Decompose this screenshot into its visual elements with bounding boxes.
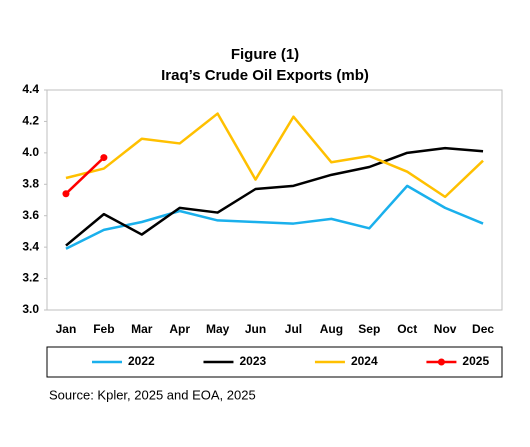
- x-tick-label: Oct: [397, 322, 417, 336]
- x-tick-label: May: [206, 322, 230, 336]
- x-tick-label: Jun: [245, 322, 266, 336]
- x-tick-label: Jan: [56, 322, 77, 336]
- x-tick-label: Feb: [93, 322, 114, 336]
- legend-label: 2023: [239, 354, 266, 368]
- y-tick-label: 3.8: [22, 176, 39, 190]
- series-line: [65, 156, 105, 195]
- x-tick-label: Apr: [169, 322, 190, 336]
- source-note: Source: Kpler, 2025 and EOA, 2025: [49, 387, 256, 402]
- y-tick-label: 4.0: [22, 145, 39, 159]
- y-tick-label: 3.2: [22, 271, 39, 285]
- x-tick-label: Jul: [285, 322, 302, 336]
- plot-area: [46, 89, 503, 311]
- legend-label: 2022: [128, 354, 155, 368]
- x-tick-label: Nov: [434, 322, 457, 336]
- series-line: [65, 184, 484, 250]
- chart-subtitle: Iraq’s Crude Oil Exports (mb): [161, 67, 369, 84]
- x-tick-label: Sep: [358, 322, 380, 336]
- legend-marker: [437, 358, 445, 366]
- y-tick-label: 4.2: [22, 114, 39, 128]
- legend-box: [46, 346, 503, 378]
- x-tick-label: Aug: [320, 322, 343, 336]
- y-tick-label: 3.6: [22, 208, 39, 222]
- chart-title: Figure (1): [231, 46, 299, 63]
- series-line: [65, 112, 484, 199]
- x-tick-label: Mar: [131, 322, 153, 336]
- y-tick-label: 3.0: [22, 302, 39, 316]
- y-tick-label: 3.4: [22, 239, 39, 253]
- y-tick-label: 4.4: [22, 82, 39, 96]
- series-marker: [62, 190, 70, 198]
- legend-label: 2025: [462, 354, 489, 368]
- series-marker: [100, 154, 108, 162]
- series-line: [65, 146, 484, 247]
- legend-label: 2024: [351, 354, 378, 368]
- x-tick-label: Dec: [472, 322, 494, 336]
